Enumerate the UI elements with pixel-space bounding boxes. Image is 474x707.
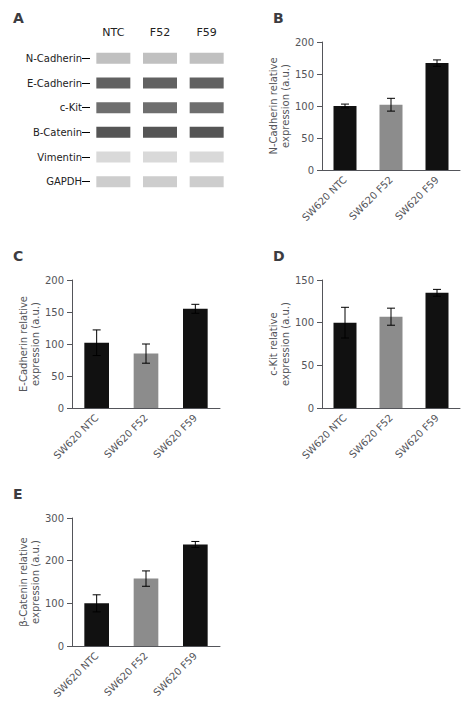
- svg-text:SW620 F52: SW620 F52: [347, 412, 395, 460]
- svg-text:0: 0: [308, 403, 314, 414]
- svg-text:SW620 F52: SW620 F52: [102, 650, 150, 698]
- svg-text:F59: F59: [197, 26, 217, 39]
- svg-text:SW620 NTC: SW620 NTC: [51, 412, 100, 461]
- svg-text:E: E: [13, 486, 23, 502]
- svg-text:expression (a.u.): expression (a.u.): [30, 540, 41, 624]
- svg-text:100: 100: [295, 101, 314, 112]
- svg-text:SW620 NTC: SW620 NTC: [51, 650, 100, 699]
- svg-text:SW620 NTC: SW620 NTC: [300, 174, 349, 223]
- svg-text:0: 0: [58, 641, 64, 652]
- svg-text:SW620 F59: SW620 F59: [393, 174, 441, 222]
- svg-text:200: 200: [295, 37, 314, 48]
- svg-text:C: C: [13, 248, 23, 264]
- svg-text:expression (a.u.): expression (a.u.): [280, 64, 291, 148]
- svg-text:0: 0: [308, 165, 314, 176]
- svg-text:SW620 NTC: SW620 NTC: [300, 412, 349, 461]
- svg-text:B: B: [273, 10, 284, 26]
- svg-text:200: 200: [45, 555, 64, 566]
- svg-text:NTC: NTC: [102, 26, 124, 39]
- svg-text:c-Kit: c-Kit: [60, 102, 82, 113]
- svg-text:150: 150: [295, 69, 314, 80]
- svg-text:100: 100: [45, 339, 64, 350]
- svg-text:Vimentin: Vimentin: [37, 152, 82, 163]
- svg-text:50: 50: [301, 133, 314, 144]
- svg-text:SW620 F59: SW620 F59: [393, 412, 441, 460]
- svg-text:100: 100: [295, 317, 314, 328]
- svg-text:100: 100: [45, 598, 64, 609]
- svg-text:expression (a.u.): expression (a.u.): [280, 302, 291, 386]
- svg-text:SW620 F59: SW620 F59: [151, 412, 199, 460]
- svg-text:150: 150: [45, 307, 64, 318]
- svg-text:c-Kit relative: c-Kit relative: [268, 312, 279, 375]
- svg-text:D: D: [273, 248, 285, 264]
- svg-text:B-Catenin: B-Catenin: [33, 127, 82, 138]
- svg-text:SW620 F52: SW620 F52: [102, 412, 150, 460]
- svg-text:300: 300: [45, 513, 64, 524]
- svg-text:50: 50: [301, 360, 314, 371]
- svg-text:E-Cadherin relative: E-Cadherin relative: [18, 296, 29, 392]
- svg-text:F52: F52: [150, 26, 170, 39]
- svg-text:β-Catenin relative: β-Catenin relative: [18, 537, 29, 627]
- svg-text:SW620 F52: SW620 F52: [347, 174, 395, 222]
- svg-text:N-Cadherin relative: N-Cadherin relative: [268, 57, 279, 154]
- svg-text:N-Cadherin: N-Cadherin: [26, 53, 82, 64]
- svg-text:50: 50: [51, 371, 64, 382]
- svg-text:expression (a.u.): expression (a.u.): [30, 302, 41, 386]
- svg-text:E-Cadherin: E-Cadherin: [27, 78, 82, 89]
- svg-text:0: 0: [58, 403, 64, 414]
- svg-text:150: 150: [295, 275, 314, 286]
- svg-text:GAPDH: GAPDH: [46, 176, 82, 187]
- svg-text:SW620 F59: SW620 F59: [151, 650, 199, 698]
- svg-text:200: 200: [45, 275, 64, 286]
- svg-text:A: A: [13, 10, 24, 26]
